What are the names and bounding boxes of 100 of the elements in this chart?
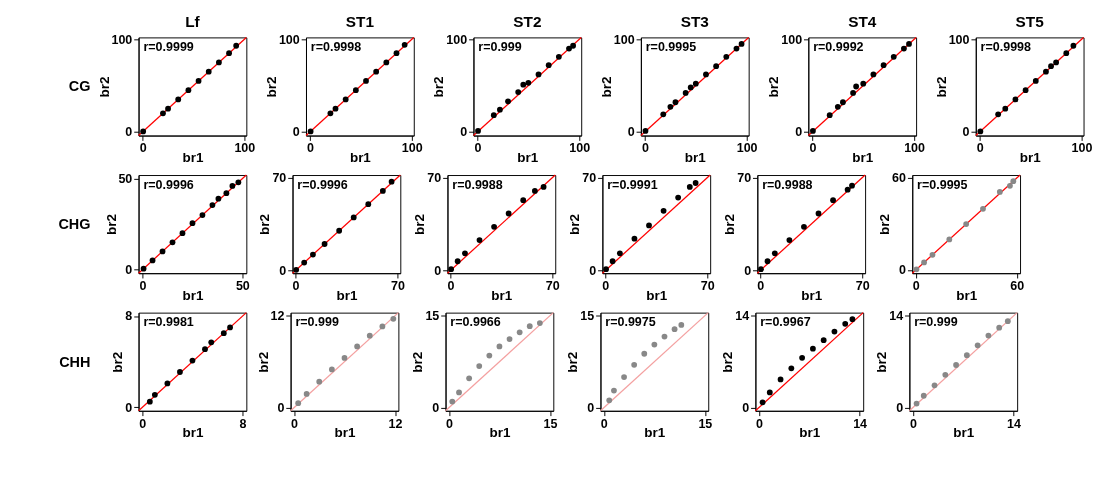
point [980,205,986,212]
x-axis-title: br1 [182,150,204,166]
annotation: r=0.9998 [980,39,1032,54]
point [995,111,1002,118]
y-axis-title: br2 [720,351,736,373]
point [531,188,538,194]
point [963,352,970,359]
annotation: r=0.9966 [450,315,501,330]
point [352,87,359,94]
point [505,98,511,105]
point [448,266,454,273]
point [354,343,361,350]
y-axis-title: br2 [110,351,126,373]
y-axis-title: br2 [103,214,119,236]
x-tick-label: 0 [139,141,147,156]
point [913,266,920,273]
x-tick-label: 15 [543,416,558,431]
point [185,87,192,94]
text: CHG [58,215,91,232]
point [799,354,806,361]
point [842,320,849,327]
point [1032,78,1039,84]
point [942,371,949,378]
point [373,68,380,75]
point [388,178,395,185]
point [379,323,386,330]
y-axis-title: br2 [412,214,428,236]
y-tick-label: 0 [899,263,907,278]
x-tick-label: 0 [447,279,455,294]
annotation: r=0.9996 [143,177,194,192]
point [826,112,833,119]
point [383,59,390,66]
y-tick-label: 60 [892,171,907,186]
point [733,45,740,52]
point [906,41,912,47]
point [365,201,372,208]
point [570,42,576,49]
y-tick-label: 70 [272,171,287,186]
point [379,188,386,194]
x-tick-label: 0 [756,416,764,431]
point [771,250,778,257]
x-tick-label: 8 [239,416,247,431]
x-tick-label: 0 [809,141,817,156]
x-axis-title: br1 [684,150,707,166]
point [844,186,851,193]
y-tick-label: 70 [427,171,442,186]
point [476,363,483,369]
y-tick-label: 8 [125,309,133,324]
point [853,83,860,90]
point [920,392,927,399]
point [1070,42,1077,49]
point [164,380,171,387]
x-axis-title: br1 [349,150,372,166]
point [179,230,186,237]
y-tick-label: 0 [587,401,595,416]
y-axis-title: br2 [766,76,782,98]
point [617,250,623,257]
y-axis-title: br2 [565,351,581,373]
x-axis-title: br1 [801,287,823,303]
point [766,389,773,396]
y-axis-title: br2 [874,351,890,373]
point [953,362,959,368]
chart-title: ST4 [848,12,877,30]
point [226,50,232,57]
point [611,387,617,394]
point [849,182,855,189]
y-axis-title: br2 [96,76,112,98]
y-tick-label: 14 [889,309,904,324]
point [227,324,233,331]
point [454,258,461,265]
annotation: r=0.9995 [645,39,697,54]
point [316,378,323,385]
chart-title: ST1 [345,12,375,30]
point [293,266,300,273]
point [678,322,685,328]
x-axis-title: br1 [489,425,511,441]
point [921,259,927,266]
point [146,398,153,405]
point [506,336,513,342]
x-axis-title: br1 [799,425,821,441]
point [651,341,658,348]
point [820,337,827,344]
y-tick-label: 70 [582,171,597,186]
x-axis-title: br1 [491,287,513,303]
point [692,180,699,186]
y-tick-label: 0 [744,263,752,278]
point [189,357,196,364]
y-tick-label: 0 [125,125,133,140]
point [713,63,720,70]
y-tick-label: 15 [580,309,595,324]
text: CG [68,78,91,95]
point [1012,96,1019,103]
x-tick-label: 100 [1071,141,1093,156]
point [661,333,668,340]
point [496,343,503,350]
y-tick-label: 14 [735,309,750,324]
point [490,112,497,119]
annotation: r=0.999 [295,315,339,330]
y-tick-label: 0 [434,263,442,278]
point [1043,68,1049,75]
